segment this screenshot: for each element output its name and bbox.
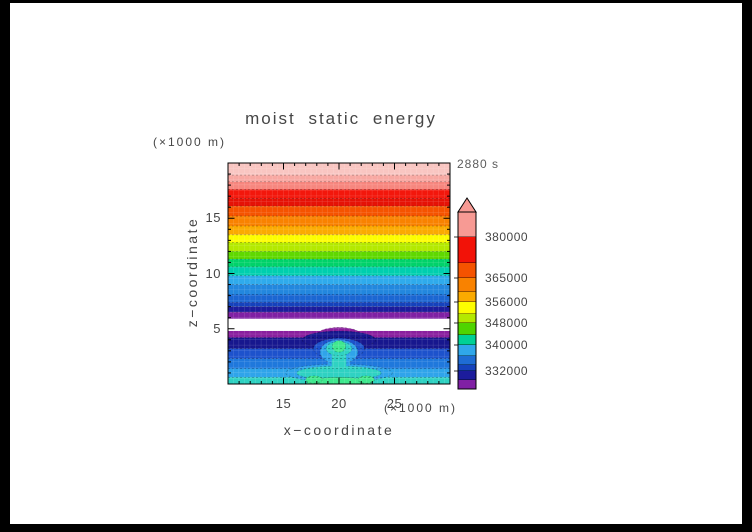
- colorbar-value-label: 380000: [485, 230, 529, 244]
- colorbar-segment: [458, 292, 476, 302]
- x-axis-title: x−coordinate: [283, 422, 395, 438]
- colorbar-value-label: 356000: [485, 295, 529, 309]
- x-tick-label: 25: [386, 396, 403, 411]
- colorbar: [454, 197, 477, 390]
- z-tick-label: 15: [205, 210, 221, 226]
- z-axis-unit-label: (×1000 m): [153, 135, 227, 149]
- colorbar-segment: [458, 345, 476, 356]
- x-axis-unit-label: (×1000 m): [384, 401, 458, 415]
- chart-title: moist static energy: [245, 109, 437, 128]
- colorbar-segment: [458, 263, 476, 278]
- colorbar-segment: [458, 371, 476, 380]
- colorbar-segment: [458, 278, 476, 292]
- time-stamp-label: 2880 s: [457, 157, 500, 171]
- z-tick-label: 10: [205, 265, 221, 281]
- colorbar-value-label: 332000: [485, 364, 529, 378]
- colorbar-segment: [458, 365, 476, 371]
- colorbar-segment: [458, 237, 476, 263]
- plot-frame: [227, 162, 451, 385]
- colorbar-value-label: 365000: [485, 271, 529, 285]
- colorbar-segment: [458, 356, 476, 365]
- colorbar-segment: [458, 323, 476, 335]
- colorbar-value-label: 348000: [485, 316, 529, 330]
- x-tick-label: 15: [275, 396, 292, 411]
- x-tick-label: 20: [331, 396, 347, 411]
- colorbar-segment: [458, 314, 476, 323]
- grid-mesh: [228, 163, 450, 384]
- colorbar-value-label: 340000: [485, 338, 529, 352]
- colorbar-segment: [458, 380, 476, 389]
- colorbar-segment: [458, 335, 476, 345]
- colorbar-segment: [458, 212, 476, 237]
- colorbar-segment: [458, 302, 476, 314]
- z-tick-label: 5: [213, 320, 221, 336]
